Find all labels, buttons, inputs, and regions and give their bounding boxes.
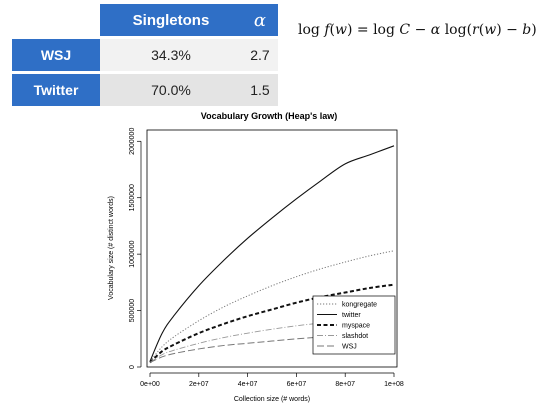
legend-label-wsj: WSJ [342, 344, 357, 351]
legend-label-myspace: myspace [342, 323, 370, 330]
table-row: Twitter 70.0% 1.5 [12, 74, 278, 106]
cell-singletons-twitter: 70.0% [100, 74, 242, 106]
legend-label-kongregate: kongregate [342, 302, 377, 309]
cell-alpha-wsj: 2.7 [241, 39, 278, 71]
plot-frame [146, 129, 398, 368]
stats-table: Singletons α WSJ 34.3% 2.7 Twitter 70.0%… [12, 4, 278, 106]
table-header-row: Singletons α [12, 4, 278, 36]
legend-label-slashdot: slashdot [342, 333, 368, 340]
x-tick-label: 1e+08 [384, 381, 404, 388]
table-header-corner [12, 4, 100, 36]
x-axis-label: Collection size (# words) [234, 396, 310, 403]
heaps-zipf-formula: log f(w) = log C − α log(r(w) − b) [298, 22, 537, 38]
chart-title: Vocabulary Growth (Heap's law) [201, 111, 338, 121]
legend: kongregate twitter myspace slashdot WSJ [312, 295, 396, 355]
y-tick-label: 1500000 [129, 184, 136, 211]
x-tick-label: 8e+07 [335, 381, 355, 388]
table-header-singletons: Singletons [100, 4, 242, 36]
cell-alpha-twitter: 1.5 [241, 74, 278, 106]
x-tick-label: 2e+07 [189, 381, 209, 388]
series-line-myspace [149, 283, 395, 364]
y-tick-label: 0 [129, 365, 136, 369]
y-tick-label: 1000000 [129, 240, 136, 267]
axes-layer: 0e+00 2e+07 4e+07 6e+07 8e+07 1e+08 0 500000 100… [129, 128, 404, 388]
cell-singletons-wsj: 34.3% [100, 39, 242, 71]
x-tick-label: 6e+07 [287, 381, 307, 388]
table-header-alpha: α [241, 4, 278, 36]
legend-label-twitter: twitter [342, 312, 361, 319]
series-line-kongregate [149, 250, 395, 362]
x-tick-label: 4e+07 [238, 381, 258, 388]
row-label-wsj: WSJ [12, 39, 100, 71]
series-line-twitter [149, 145, 395, 362]
row-label-twitter: Twitter [12, 74, 100, 106]
table-row: WSJ 34.3% 2.7 [12, 39, 278, 71]
y-axis-label: Vocabulary size (# distinct words) [108, 196, 115, 300]
y-tick-label: 500000 [129, 299, 136, 322]
x-tick-label: 0e+00 [140, 381, 160, 388]
y-tick-label: 2000000 [129, 128, 136, 155]
